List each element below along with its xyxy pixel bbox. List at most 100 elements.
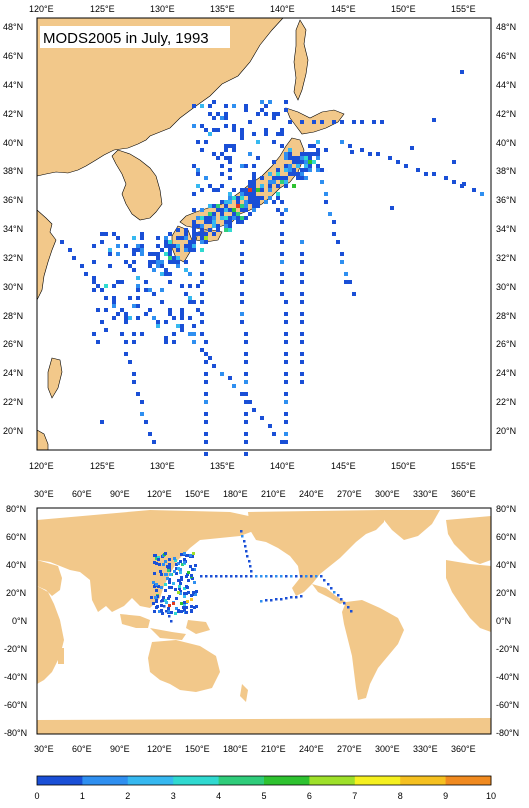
observation-cell <box>188 284 192 288</box>
lat-tick-label: 80°N <box>6 504 26 514</box>
observation-cell <box>204 440 208 444</box>
lon-tick-label: 130°E <box>150 4 175 14</box>
lon-tick-label: 60°E <box>72 489 92 499</box>
observation-cell <box>204 452 208 456</box>
observation-cell <box>92 260 96 264</box>
colorbar-label: 9 <box>443 791 448 801</box>
observation-cell <box>140 332 144 336</box>
lon-tick-label: 150°E <box>185 489 210 499</box>
lat-tick-label: 40°N <box>496 560 516 570</box>
observation-cell <box>300 340 304 344</box>
global-lat-ticks-left: 80°N 60°N 40°N 20°N 0°N -20°N -40°N -60°… <box>4 504 27 738</box>
observation-cell <box>300 272 304 276</box>
observation-cell <box>316 148 320 152</box>
observation-cell <box>376 152 380 156</box>
observation-cell <box>260 188 264 192</box>
observation-cell <box>164 560 167 563</box>
lon-tick-label: 30°E <box>34 744 54 754</box>
observation-cell <box>208 356 212 360</box>
observation-cell <box>192 324 196 328</box>
observation-cell <box>416 168 420 172</box>
lat-tick-label: 34°N <box>496 224 516 234</box>
observation-cell <box>276 192 280 196</box>
observation-cell <box>285 575 288 578</box>
observation-cell <box>312 160 316 164</box>
observation-cell <box>240 128 244 132</box>
colorbar-box <box>445 776 492 785</box>
observation-cell <box>256 204 260 208</box>
observation-cell <box>280 280 284 284</box>
observation-cell <box>160 264 164 268</box>
observation-cell <box>208 184 212 188</box>
lon-tick-label: 140°E <box>270 4 295 14</box>
observation-cell <box>160 288 164 292</box>
lon-tick-label: 210°E <box>261 489 286 499</box>
observation-cell <box>228 156 232 160</box>
lon-tick-label: 140°E <box>270 461 295 471</box>
observation-cell <box>244 545 247 548</box>
observation-cell <box>204 340 208 344</box>
observation-cell <box>158 563 161 566</box>
observation-cell <box>432 172 436 176</box>
observation-cell <box>316 140 320 144</box>
observation-cell <box>212 232 216 236</box>
observation-cell <box>305 575 308 578</box>
observation-cell <box>337 594 340 597</box>
observation-cell <box>176 260 180 264</box>
lon-tick-label: 300°E <box>375 744 400 754</box>
observation-cell <box>132 304 136 308</box>
observation-cell <box>184 244 188 248</box>
observation-cell <box>284 100 288 104</box>
observation-cell <box>212 152 216 156</box>
lat-tick-label: 20°N <box>496 588 516 598</box>
observation-cell <box>120 280 124 284</box>
observation-cell <box>280 176 284 180</box>
colorbar-label: 8 <box>398 791 403 801</box>
observation-cell <box>320 575 323 578</box>
observation-cell <box>163 605 166 608</box>
observation-cell <box>300 595 303 598</box>
observation-cell <box>410 146 414 150</box>
observation-cell <box>368 152 372 156</box>
colorbar-label: 7 <box>352 791 357 801</box>
observation-cell <box>148 288 152 292</box>
observation-cell <box>248 120 252 124</box>
observation-cell <box>228 144 232 148</box>
observation-cell <box>167 569 170 572</box>
observation-cell <box>185 606 188 609</box>
map-title: MODS2005 in July, 1993 <box>43 30 209 47</box>
observation-cell <box>104 284 108 288</box>
observation-cell <box>276 176 280 180</box>
lat-tick-label: 36°N <box>496 195 516 205</box>
observation-cell <box>184 228 188 232</box>
lon-tick-label: 120°E <box>29 4 54 14</box>
observation-cell <box>256 196 260 200</box>
regional-observation-cells <box>60 70 484 456</box>
observation-cell <box>160 248 164 252</box>
observation-cell <box>178 585 181 588</box>
observation-cell <box>340 120 344 124</box>
observation-cell <box>165 601 168 604</box>
observation-cell <box>332 120 336 124</box>
observation-cell <box>312 152 316 156</box>
lat-tick-label: 48°N <box>496 22 516 32</box>
observation-cell <box>244 104 248 108</box>
observation-cell <box>288 152 292 156</box>
observation-cell <box>181 563 184 566</box>
observation-cell <box>116 280 120 284</box>
observation-cell <box>144 280 148 284</box>
observation-cell <box>245 575 248 578</box>
observation-cell <box>176 324 180 328</box>
observation-cell <box>404 164 408 168</box>
lon-tick-label: 120°E <box>147 489 172 499</box>
global-map: 30°E 60°E 90°E 120°E 150°E 180°E 210°E 2… <box>4 489 519 754</box>
observation-cell <box>172 316 176 320</box>
observation-cell <box>280 240 284 244</box>
observation-cell <box>240 280 244 284</box>
observation-cell <box>320 180 324 184</box>
observation-cell <box>179 560 182 563</box>
colorbar-boxes <box>37 776 492 785</box>
observation-cell <box>200 228 204 232</box>
lon-tick-label: 150°E <box>185 744 210 754</box>
observation-cell <box>204 392 208 396</box>
